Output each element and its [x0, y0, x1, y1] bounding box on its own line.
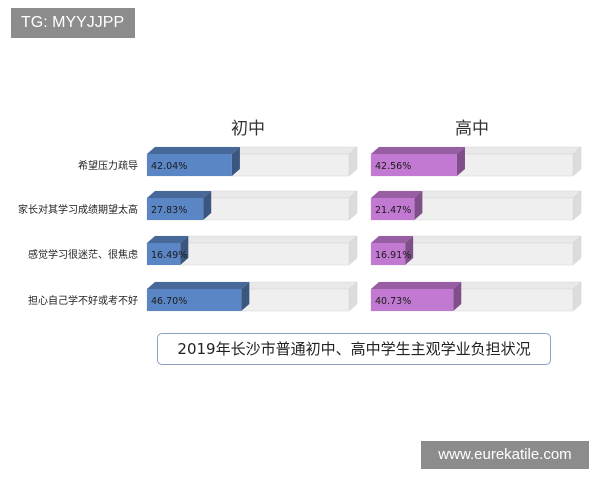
bar-top	[371, 236, 414, 243]
bar-side	[241, 282, 250, 311]
panel-title: 高中	[455, 119, 489, 139]
data-label: 42.56%	[375, 161, 411, 172]
category-label: 感觉学习很迷茫、很焦虑	[28, 248, 138, 261]
bar-side	[456, 147, 465, 176]
bar-side	[231, 147, 240, 176]
bar	[147, 243, 181, 265]
bar	[147, 198, 204, 220]
panel-title: 初中	[231, 119, 265, 139]
bar	[371, 243, 406, 265]
bar	[371, 154, 457, 176]
bar-top	[147, 282, 250, 289]
bar-side	[203, 191, 212, 220]
bar-top	[147, 236, 189, 243]
category-label: 担心自己学不好或考不好	[28, 294, 138, 307]
data-label: 46.70%	[151, 296, 187, 307]
data-label: 21.47%	[375, 205, 411, 216]
bar-side	[414, 191, 423, 220]
chart-caption: 2019年长沙市普通初中、高中学生主观学业负担状况	[157, 333, 551, 365]
watermark-top: TG: MYYJJPP	[11, 8, 135, 38]
bar-top	[371, 147, 465, 154]
bar	[147, 154, 232, 176]
data-label: 16.49%	[151, 250, 187, 261]
category-label: 希望压力疏导	[78, 159, 138, 172]
bar-side	[180, 236, 189, 265]
bar-side	[405, 236, 414, 265]
bar-top	[147, 147, 240, 154]
data-label: 27.83%	[151, 205, 187, 216]
bar	[371, 289, 454, 311]
watermark-bottom: www.eurekatile.com	[421, 441, 589, 469]
bar-top	[371, 282, 462, 289]
data-label: 40.73%	[375, 296, 411, 307]
bar-top	[147, 191, 212, 198]
bar-top	[371, 191, 423, 198]
category-label: 家长对其学习成绩期望太高	[18, 203, 138, 216]
data-label: 16.91%	[375, 250, 411, 261]
data-label: 42.04%	[151, 161, 187, 172]
bar-side	[453, 282, 462, 311]
bar	[147, 289, 242, 311]
bar	[371, 198, 415, 220]
